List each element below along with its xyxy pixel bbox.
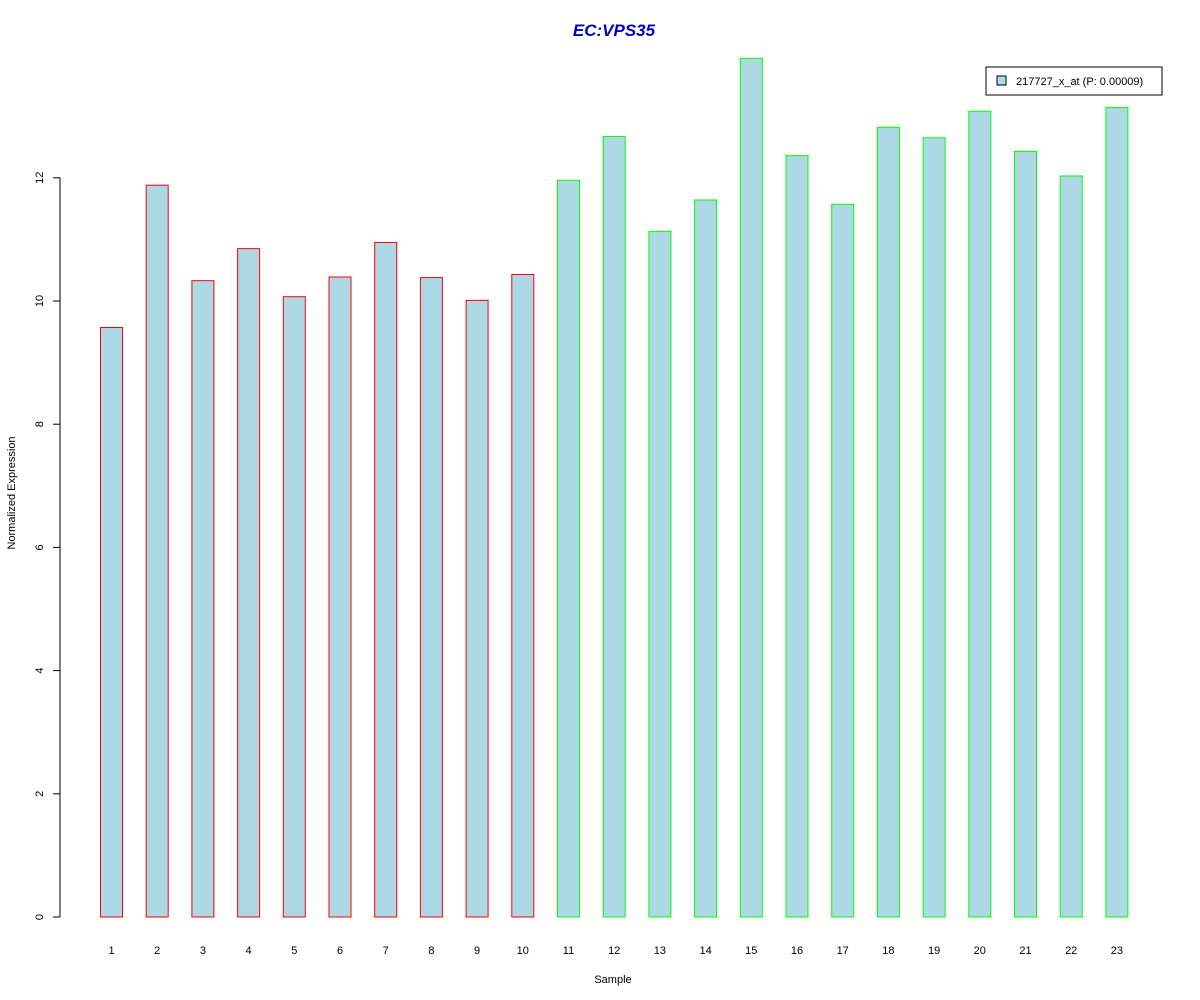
x-tick-label: 14 (699, 945, 711, 957)
x-tick-label: 20 (974, 945, 986, 957)
legend-entry-label: 217727_x_at (P: 0.00009) (1016, 76, 1143, 88)
x-tick-label: 12 (608, 945, 620, 957)
y-tick-label: 6 (34, 544, 46, 550)
x-tick-label: 8 (428, 945, 434, 957)
x-tick-label: 5 (291, 945, 297, 957)
bar-sample-15 (739, 57, 763, 918)
x-tick-label: 9 (474, 945, 480, 957)
bars (100, 57, 1129, 918)
chart-title: EC:VPS35 (573, 21, 656, 40)
y-tick-label: 4 (34, 668, 46, 674)
x-tick-label: 3 (200, 945, 206, 957)
x-tick-label: 22 (1065, 945, 1077, 957)
bar-sample-14 (694, 199, 718, 918)
x-tick-label: 23 (1111, 945, 1123, 957)
x-tick-label: 19 (928, 945, 940, 957)
x-axis-labels: 1 2 3 4 5 6 7 8 9 10 11 12 13 14 15 16 17 18 19 20 21 22 23 (108, 945, 1123, 957)
bar-sample-23 (1105, 107, 1129, 918)
bar-sample-8 (419, 277, 443, 918)
bar-sample-7 (374, 241, 398, 918)
x-tick-label: 7 (383, 945, 389, 957)
bar-sample-16 (785, 155, 809, 918)
bar-sample-10 (511, 274, 535, 918)
bar-sample-21 (1014, 150, 1037, 918)
x-tick-label: 6 (337, 945, 343, 957)
bar-sample-18 (876, 126, 900, 918)
y-tick-label: 12 (34, 172, 46, 184)
bar-sample-12 (602, 136, 626, 918)
y-tick-label: 2 (34, 791, 46, 797)
x-tick-label: 17 (837, 945, 849, 957)
y-tick-label: 10 (34, 295, 46, 307)
bar-sample-11 (557, 179, 580, 918)
x-tick-label: 16 (791, 945, 803, 957)
bar-sample-3 (191, 280, 215, 918)
bar-sample-2 (145, 184, 169, 918)
bar-sample-4 (237, 248, 261, 918)
x-tick-label: 1 (108, 945, 114, 957)
x-tick-label: 2 (154, 945, 160, 957)
x-tick-label: 10 (517, 945, 529, 957)
bar-sample-6 (328, 276, 352, 918)
x-tick-label: 13 (654, 945, 666, 957)
legend-swatch (996, 75, 1007, 86)
bar-sample-13 (648, 230, 672, 918)
x-tick-label: 15 (745, 945, 757, 957)
x-tick-label: 11 (563, 945, 574, 957)
y-axis: 0 2 4 6 8 10 12 (34, 172, 61, 920)
bar-sample-17 (831, 203, 855, 918)
legend: 217727_x_at (P: 0.00009) (985, 66, 1163, 96)
x-axis-label: Sample (594, 974, 631, 986)
y-tick-label: 8 (34, 421, 46, 427)
x-tick-label: 18 (882, 945, 894, 957)
bar-sample-20 (968, 110, 992, 918)
bar-sample-5 (282, 296, 306, 918)
bar-sample-22 (1059, 175, 1083, 918)
bar-sample-1 (100, 326, 123, 918)
y-tick-label: 0 (34, 914, 46, 920)
x-tick-label: 4 (246, 945, 252, 957)
y-axis-label: Normalized Expression (6, 436, 18, 549)
bar-sample-19 (922, 137, 946, 918)
x-tick-label: 21 (1019, 945, 1031, 957)
legend-box (985, 66, 1163, 96)
bar-sample-9 (465, 299, 489, 918)
